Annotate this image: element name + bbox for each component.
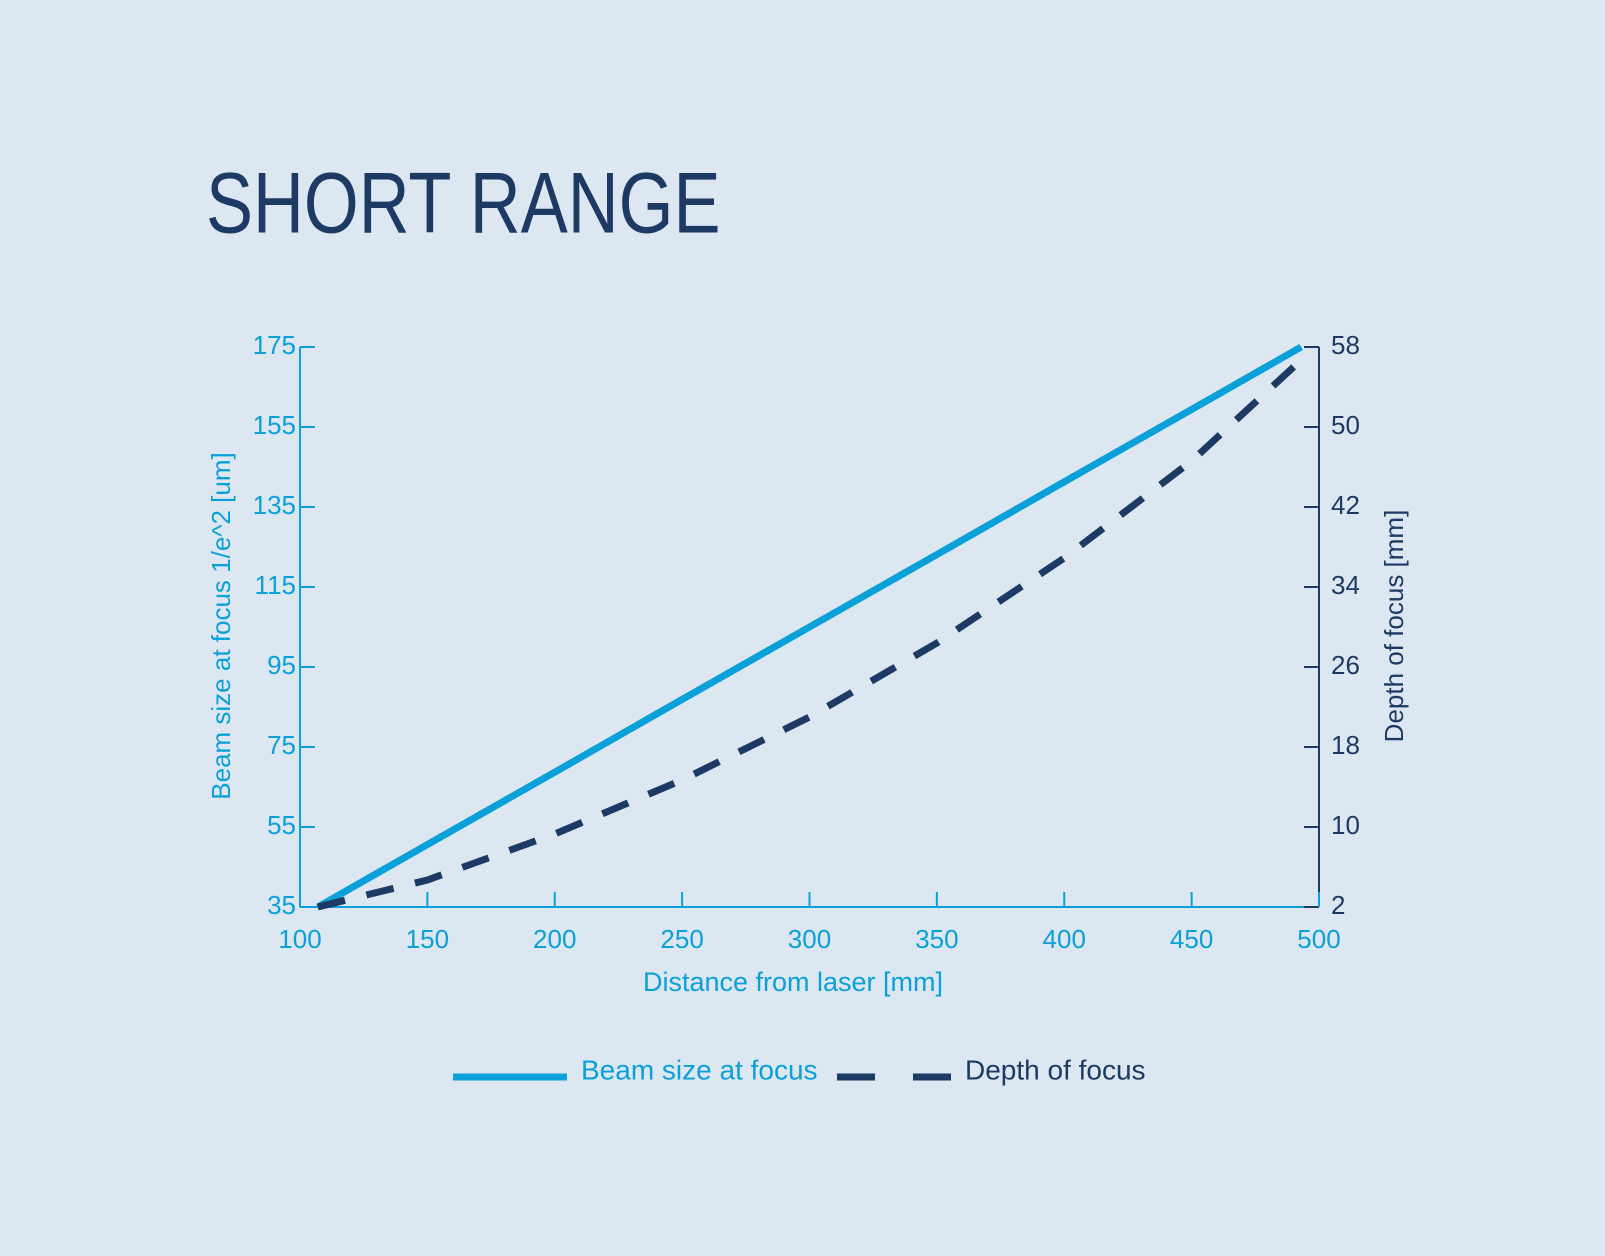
y2-tick-label: 50: [1331, 410, 1360, 440]
y2-tick-label: 42: [1331, 490, 1360, 520]
x-axis-label: Distance from laser [mm]: [643, 967, 943, 997]
y-axis-label: Beam size at focus 1/e^2 [um]: [206, 452, 236, 799]
y2-tick-label: 10: [1331, 810, 1360, 840]
x-tick-label: 450: [1170, 924, 1213, 954]
y-tick-label: 95: [267, 650, 296, 680]
x-tick-label: 500: [1297, 924, 1340, 954]
x-tick-label: 150: [406, 924, 449, 954]
x-tick-label: 400: [1043, 924, 1086, 954]
y-tick-label: 155: [253, 410, 296, 440]
x-tick-label: 350: [915, 924, 958, 954]
legend-label: Depth of focus: [965, 1054, 1146, 1085]
y-tick-label: 35: [267, 890, 296, 920]
y2-tick-label: 34: [1331, 570, 1360, 600]
x-tick-label: 200: [533, 924, 576, 954]
y2-tick-label: 18: [1331, 730, 1360, 760]
legend-label: Beam size at focus: [581, 1054, 818, 1085]
y2-tick-label: 58: [1331, 330, 1360, 360]
y-tick-label: 135: [253, 490, 296, 520]
x-tick-label: 300: [788, 924, 831, 954]
y-tick-label: 75: [267, 730, 296, 760]
y2-axis-label: Depth of focus [mm]: [1379, 510, 1409, 743]
y2-tick-label: 2: [1331, 890, 1345, 920]
y-tick-label: 55: [267, 810, 296, 840]
chart-title: SHORT RANGE: [206, 155, 721, 251]
y-tick-label: 115: [255, 570, 296, 600]
y-tick-label: 175: [253, 330, 296, 360]
y2-tick-label: 26: [1331, 650, 1360, 680]
series-line: [316, 357, 1304, 911]
series-line: [316, 343, 1303, 911]
x-tick-label: 100: [278, 924, 321, 954]
x-tick-label: 250: [660, 924, 703, 954]
